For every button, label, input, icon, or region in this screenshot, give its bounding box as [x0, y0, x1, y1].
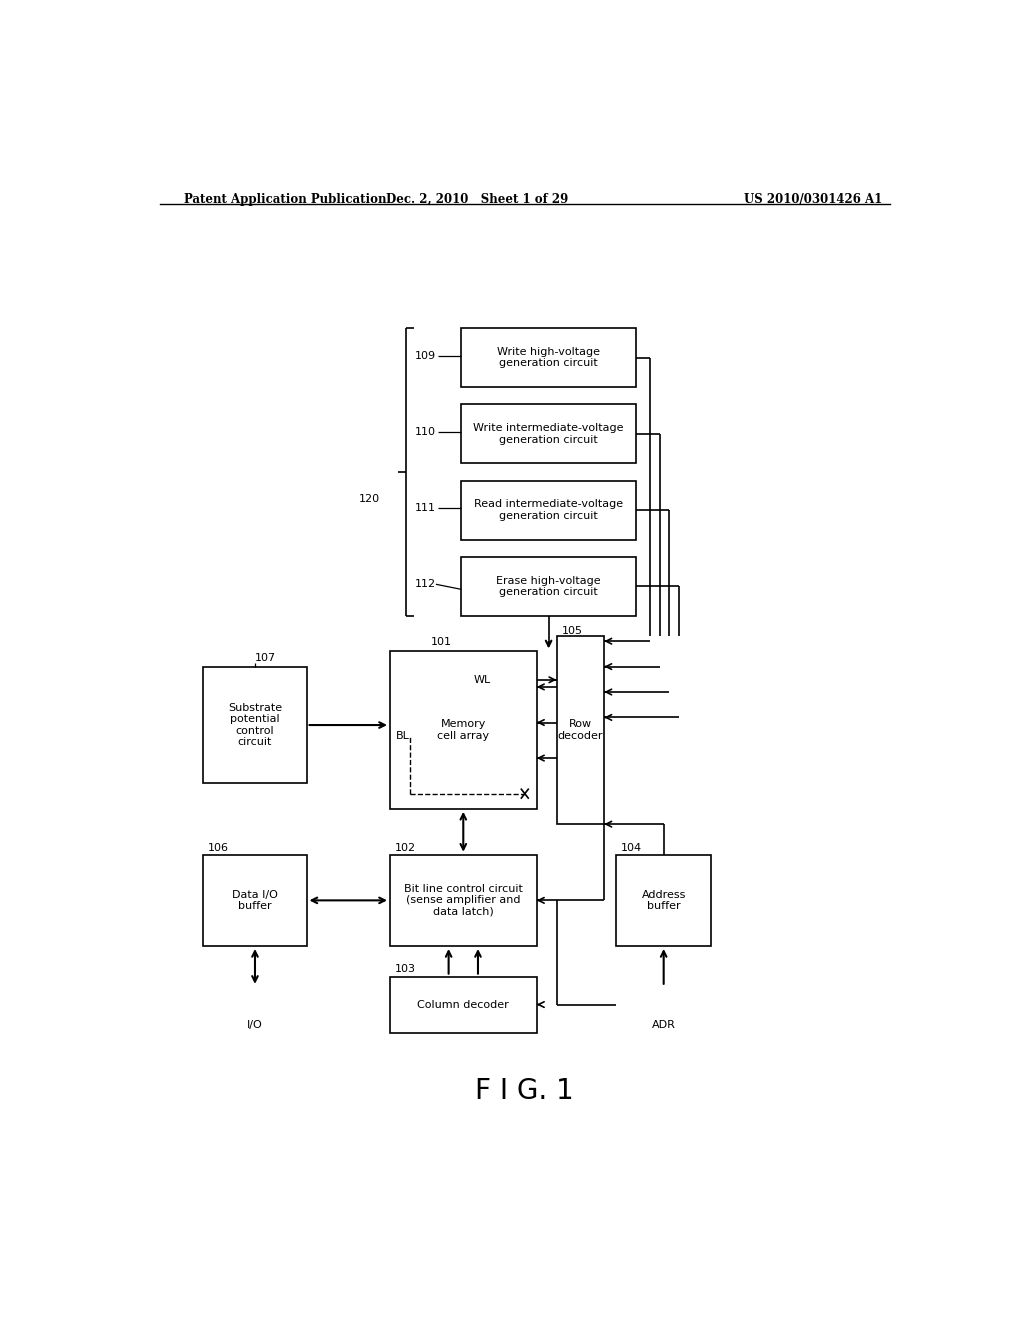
Bar — [461, 480, 636, 540]
Bar — [390, 977, 537, 1032]
Bar — [390, 854, 537, 946]
Text: 111: 111 — [415, 503, 436, 513]
Text: 109: 109 — [415, 351, 436, 360]
Text: US 2010/0301426 A1: US 2010/0301426 A1 — [743, 193, 882, 206]
Text: 101: 101 — [431, 638, 452, 647]
Bar — [461, 557, 636, 615]
Text: Substrate
potential
control
circuit: Substrate potential control circuit — [228, 702, 282, 747]
Text: BL: BL — [395, 731, 410, 741]
Text: 112: 112 — [415, 579, 436, 589]
Text: Erase high-voltage
generation circuit: Erase high-voltage generation circuit — [497, 576, 601, 597]
Bar — [390, 651, 537, 809]
Text: 106: 106 — [208, 842, 229, 853]
Text: Bit line control circuit
(sense amplifier and
data latch): Bit line control circuit (sense amplifie… — [403, 884, 522, 917]
Bar — [616, 854, 712, 946]
Text: Data I/O
buffer: Data I/O buffer — [232, 890, 278, 911]
Text: 104: 104 — [621, 842, 642, 853]
Text: 120: 120 — [359, 494, 380, 504]
Text: Patent Application Publication: Patent Application Publication — [183, 193, 386, 206]
Bar — [204, 667, 306, 784]
Text: Write intermediate-voltage
generation circuit: Write intermediate-voltage generation ci… — [473, 422, 624, 445]
Text: Column decoder: Column decoder — [418, 999, 509, 1010]
Text: Read intermediate-voltage
generation circuit: Read intermediate-voltage generation cir… — [474, 499, 624, 521]
Text: I/O: I/O — [247, 1020, 263, 1031]
Text: WL: WL — [473, 675, 490, 685]
Text: 110: 110 — [415, 426, 436, 437]
Text: Row
decoder: Row decoder — [558, 719, 603, 741]
Text: Address
buffer: Address buffer — [641, 890, 686, 911]
Text: Write high-voltage
generation circuit: Write high-voltage generation circuit — [497, 347, 600, 368]
Text: 107: 107 — [255, 653, 276, 664]
Text: 102: 102 — [394, 842, 416, 853]
Bar — [461, 404, 636, 463]
Text: 103: 103 — [394, 965, 416, 974]
Bar — [204, 854, 306, 946]
Bar — [557, 636, 604, 824]
Bar — [461, 329, 636, 387]
Text: Memory
cell array: Memory cell array — [437, 719, 489, 741]
Text: F I G. 1: F I G. 1 — [475, 1077, 574, 1105]
Text: 105: 105 — [562, 626, 583, 636]
Text: ADR: ADR — [651, 1020, 676, 1031]
Text: Dec. 2, 2010   Sheet 1 of 29: Dec. 2, 2010 Sheet 1 of 29 — [386, 193, 568, 206]
